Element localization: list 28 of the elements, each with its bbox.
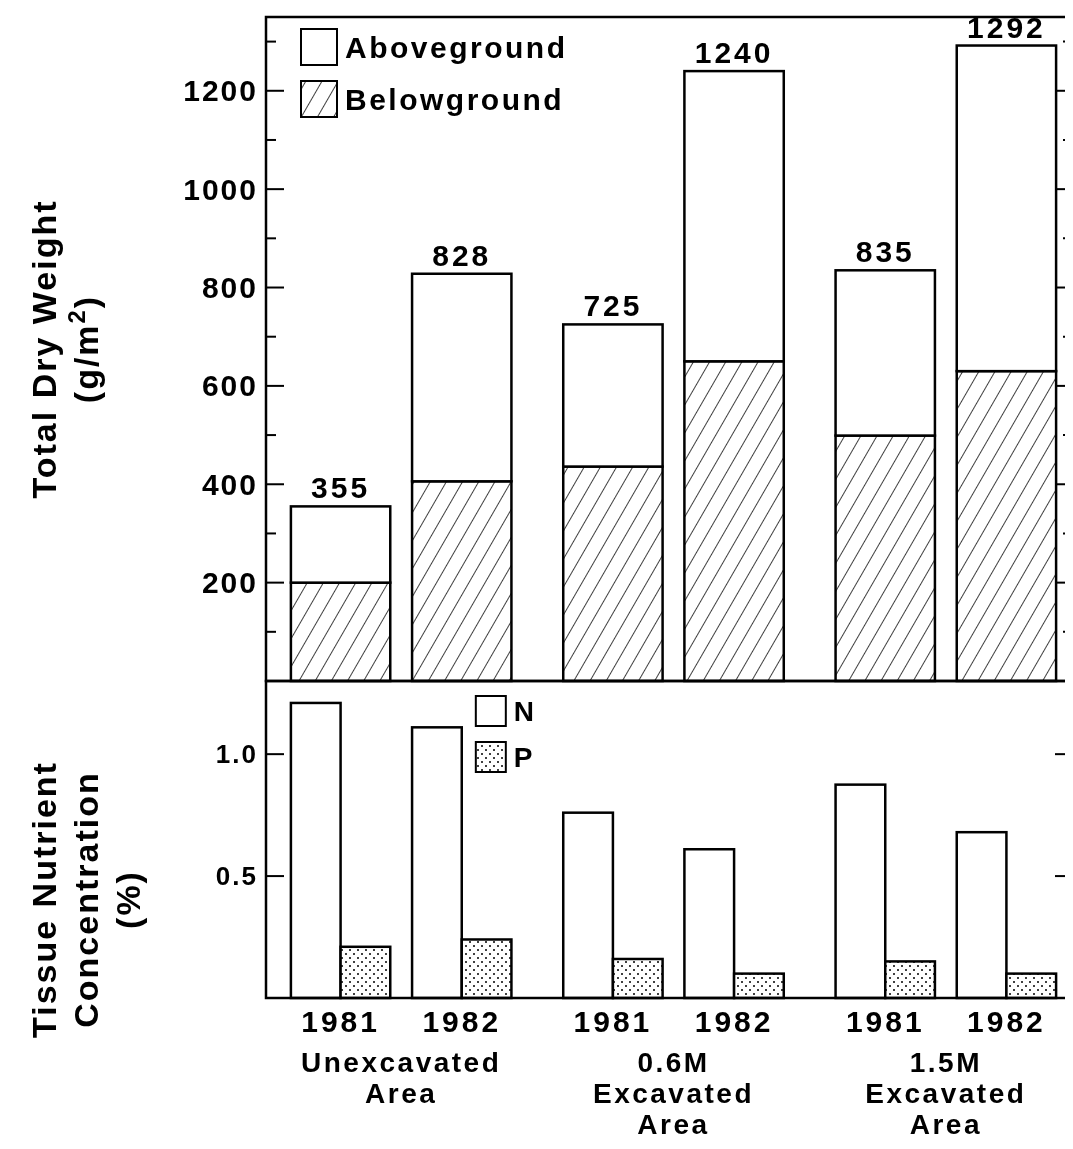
legend-label: Aboveground bbox=[345, 30, 568, 64]
x-tick-label: 1981 bbox=[573, 1005, 653, 1038]
y-tick-label: 800 bbox=[201, 271, 258, 305]
x-tick-label: 1982 bbox=[694, 1005, 774, 1038]
x-tick-label: 1981 bbox=[301, 1005, 380, 1038]
total-label: 1292 bbox=[967, 10, 1046, 44]
total-label: 725 bbox=[583, 289, 643, 323]
text: 1.5M Excavated Area bbox=[865, 1047, 1027, 1140]
text: 0.6M Excavated Area bbox=[592, 1047, 755, 1140]
x-tick-label: 1982 bbox=[422, 1005, 502, 1038]
y-axis-title: Tissue Nutrient Concentration (%) bbox=[25, 761, 147, 1038]
total-label: 355 bbox=[311, 471, 371, 505]
total-label: 835 bbox=[855, 235, 915, 269]
x-tick-label: 1982 bbox=[967, 1005, 1046, 1038]
text: Unexcavated Area bbox=[301, 1047, 502, 1109]
y-tick-label: 1000 bbox=[183, 172, 258, 206]
y-tick-label: 0.5 bbox=[215, 861, 258, 892]
total-label: 828 bbox=[432, 238, 492, 272]
y-tick-label: 200 bbox=[201, 566, 258, 600]
y-tick-label: 600 bbox=[201, 369, 258, 403]
legend-label: N bbox=[513, 695, 537, 727]
legend-label: Belowground bbox=[345, 82, 565, 116]
legend-label: P bbox=[513, 741, 536, 773]
y-tick-label: 1.0 bbox=[215, 739, 258, 770]
y-tick-label: 1200 bbox=[183, 74, 258, 108]
total-label: 1240 bbox=[694, 36, 774, 70]
y-tick-label: 400 bbox=[201, 467, 258, 501]
x-tick-label: 1981 bbox=[845, 1005, 925, 1038]
